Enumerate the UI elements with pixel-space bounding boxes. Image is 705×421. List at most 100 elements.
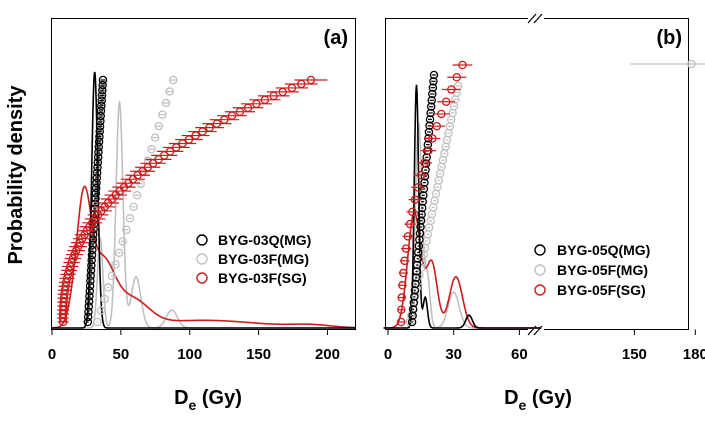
data-point — [86, 271, 95, 280]
data-point — [420, 158, 429, 168]
data-point — [86, 266, 96, 275]
data-point — [405, 219, 415, 229]
pdf-curve-BYG-03F(SG) — [51, 185, 356, 329]
data-point — [397, 305, 406, 315]
data-point — [85, 286, 94, 296]
data-point — [92, 173, 102, 183]
data-point — [416, 216, 426, 225]
data-point — [168, 75, 178, 85]
data-point — [95, 122, 105, 131]
data-point — [94, 147, 103, 157]
data-point — [426, 108, 435, 118]
data-point — [88, 240, 97, 250]
data-point — [306, 75, 316, 85]
pdf-curve-BYG-03Q(MG) — [52, 71, 355, 329]
data-point — [154, 121, 164, 131]
data-point — [415, 229, 425, 238]
data-point — [84, 307, 93, 316]
data-point — [414, 241, 424, 251]
data-point — [90, 209, 99, 219]
data-point — [111, 260, 120, 269]
data-point — [396, 317, 406, 327]
data-point — [415, 235, 424, 244]
data-point — [96, 106, 106, 116]
data-point — [125, 214, 135, 223]
x-tick-label: 0 — [48, 346, 56, 363]
axis-break-marks — [527, 13, 543, 336]
data-point — [686, 59, 696, 69]
data-point — [84, 297, 94, 306]
data-point — [132, 190, 142, 200]
x-tick-label: 30 — [445, 346, 462, 363]
x-tick-label: 180 — [683, 346, 705, 363]
data-point — [424, 127, 434, 137]
data-point — [401, 244, 411, 253]
panel-label-a: (a) — [324, 27, 348, 49]
data-point — [118, 237, 127, 246]
data-point — [85, 292, 94, 301]
legend-label: BYG-05F(SG) — [557, 282, 646, 298]
data-point — [95, 127, 104, 136]
pdf-curve-BYG-05F(SG) — [383, 211, 542, 329]
x-tick-label: 100 — [177, 346, 202, 363]
pdf-curve-BYG-05Q(MG) — [383, 84, 542, 329]
data-point — [447, 85, 456, 94]
x-axis-b: 03060150180210 — [384, 329, 705, 363]
data-point — [100, 294, 109, 304]
data-point — [93, 158, 103, 167]
data-point — [441, 97, 451, 106]
data-point — [93, 163, 102, 172]
data-point — [399, 268, 408, 278]
x-tick-label: 0 — [384, 346, 392, 363]
legend-label: BYG-03F(SG) — [218, 270, 307, 286]
data-point — [408, 305, 418, 314]
data-point — [410, 292, 419, 301]
data-point — [413, 183, 423, 192]
data-point — [91, 189, 101, 198]
data-point — [452, 72, 462, 82]
x-axis-title-a: De (Gy) — [174, 387, 242, 413]
data-point — [408, 311, 417, 320]
data-point — [424, 146, 433, 155]
data-point — [93, 152, 103, 162]
x-tick-label: 60 — [511, 346, 528, 363]
data-point — [95, 132, 104, 141]
data-point — [83, 312, 93, 322]
data-point — [98, 75, 108, 85]
data-point — [418, 197, 428, 206]
data-point — [429, 70, 439, 80]
data-point — [428, 134, 437, 143]
data-point — [88, 245, 97, 255]
data-point — [398, 281, 407, 290]
data-point — [423, 140, 433, 149]
data-point — [432, 121, 441, 131]
legend-a: BYG-03Q(MG) BYG-03F(MG) BYG-03F(SG) — [196, 232, 311, 286]
panel-label-b: (b) — [656, 27, 682, 49]
legend-marker — [196, 234, 208, 246]
data-point — [416, 222, 425, 232]
data-point — [417, 203, 427, 213]
data-point — [425, 115, 435, 124]
data-point — [122, 225, 131, 235]
pdf-curves-b — [383, 84, 542, 329]
data-point — [97, 91, 107, 100]
data-point — [413, 254, 422, 263]
panel-a-frame — [51, 18, 356, 330]
legend-label: BYG-03F(MG) — [218, 251, 309, 267]
data-point — [97, 96, 106, 105]
data-point — [412, 260, 422, 270]
x-tick-label: 200 — [315, 346, 340, 363]
data-point — [420, 172, 430, 181]
data-point — [104, 283, 113, 292]
data-point — [150, 133, 160, 142]
data-point — [92, 178, 101, 188]
data-point — [147, 144, 156, 154]
data-point — [403, 232, 413, 241]
x-tick-label: 50 — [113, 346, 130, 363]
data-point — [84, 302, 94, 311]
data-point — [97, 101, 106, 110]
data-point — [410, 195, 420, 204]
x-axis-a: 0 50 100 150 200 — [48, 329, 340, 363]
data-point — [420, 178, 429, 187]
legend-marker — [196, 253, 208, 265]
